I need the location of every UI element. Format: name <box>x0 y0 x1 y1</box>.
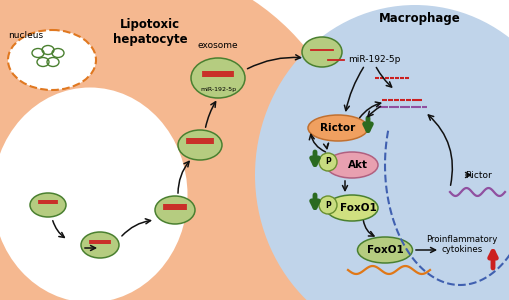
Text: Proinflammatory
cytokines: Proinflammatory cytokines <box>426 235 497 254</box>
Text: Akt: Akt <box>347 160 367 170</box>
Ellipse shape <box>155 196 194 224</box>
Text: miR-192-5p: miR-192-5p <box>200 87 236 92</box>
Text: miR-192-5p: miR-192-5p <box>347 56 400 64</box>
Ellipse shape <box>178 130 221 160</box>
Ellipse shape <box>325 195 377 221</box>
Text: nucleus: nucleus <box>8 31 43 40</box>
Text: FoxO1: FoxO1 <box>366 245 403 255</box>
Ellipse shape <box>8 30 96 90</box>
Ellipse shape <box>191 58 244 98</box>
Ellipse shape <box>81 232 119 258</box>
Text: Lipotoxic
hepatocyte: Lipotoxic hepatocyte <box>112 18 187 46</box>
Ellipse shape <box>357 237 412 263</box>
Text: Rictor: Rictor <box>320 123 355 133</box>
Ellipse shape <box>30 193 66 217</box>
Text: exosome: exosome <box>197 41 238 50</box>
Text: P: P <box>325 158 330 166</box>
Text: P: P <box>325 200 330 209</box>
Ellipse shape <box>254 5 509 300</box>
Text: Macrophage: Macrophage <box>378 12 460 25</box>
Circle shape <box>318 153 336 171</box>
Ellipse shape <box>307 115 367 141</box>
Circle shape <box>318 196 336 214</box>
Ellipse shape <box>0 0 359 300</box>
Ellipse shape <box>301 37 342 67</box>
Text: Rictor: Rictor <box>464 170 491 179</box>
Text: FoxO1: FoxO1 <box>339 203 376 213</box>
Ellipse shape <box>0 88 187 300</box>
Ellipse shape <box>325 152 377 178</box>
